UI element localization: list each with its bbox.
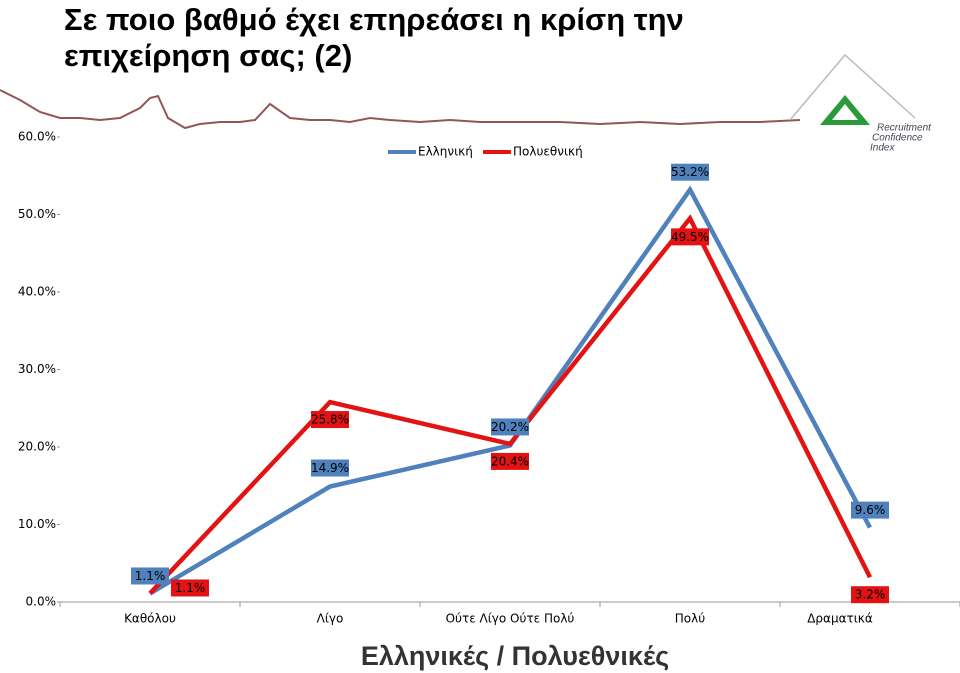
data-label-bg <box>851 586 889 604</box>
data-label-bg <box>671 228 709 246</box>
y-tick-label: 60.0% <box>18 130 56 144</box>
data-label: 1.1% <box>135 569 166 583</box>
data-label: 9.6% <box>855 503 886 517</box>
series-line <box>148 185 872 596</box>
chart-title: επιχείρηση σας; (2) <box>64 38 352 73</box>
data-label-bg <box>671 163 709 181</box>
chart-title: Σε ποιο βαθμό έχει επηρεάσει η κρίση την <box>64 2 684 37</box>
logo-text: Confidence <box>872 133 923 144</box>
legend-label: Ελληνική <box>418 145 473 159</box>
chart-subtitle: Ελληνικές / Πολυεθνικές <box>361 641 669 671</box>
data-label-bg <box>851 501 889 519</box>
data-label: 20.2% <box>491 420 529 434</box>
data-label: 49.5% <box>671 230 709 244</box>
data-label-bg <box>311 411 349 429</box>
x-tick-label: Πολύ <box>675 612 705 626</box>
legend-label: Πολυεθνική <box>513 145 583 159</box>
y-tick-label: 20.0% <box>18 440 56 454</box>
data-label: 1.1% <box>175 581 206 595</box>
decor-logo <box>832 104 858 120</box>
data-label: 14.9% <box>311 461 349 475</box>
x-tick-label: Καθόλου <box>124 612 176 626</box>
series-line <box>148 214 873 596</box>
data-label: 3.2% <box>855 588 886 602</box>
y-tick-label: 40.0% <box>18 285 56 299</box>
data-label-bg <box>171 579 209 597</box>
x-tick-label: Λίγο <box>317 612 344 626</box>
y-tick-label: 30.0% <box>18 362 56 376</box>
data-label: 25.8% <box>311 413 349 427</box>
data-label-bg <box>491 418 529 436</box>
data-label-bg <box>311 459 349 477</box>
decor-logo <box>789 53 916 121</box>
decor-scribble <box>0 89 801 130</box>
y-tick-label: 10.0% <box>18 517 56 531</box>
data-label-bg <box>491 452 529 470</box>
logo-text: Recruitment <box>877 123 932 134</box>
y-tick-label: 0.0% <box>26 595 57 609</box>
data-label: 53.2% <box>671 165 709 179</box>
x-tick-label: Δραματικά <box>807 612 873 626</box>
y-tick-label: 50.0% <box>18 207 56 221</box>
x-tick-label: Ούτε Λίγο Ούτε Πολύ <box>446 612 575 626</box>
data-label: 20.4% <box>491 454 529 468</box>
data-label-bg <box>131 567 169 585</box>
logo-text: Index <box>870 143 895 154</box>
